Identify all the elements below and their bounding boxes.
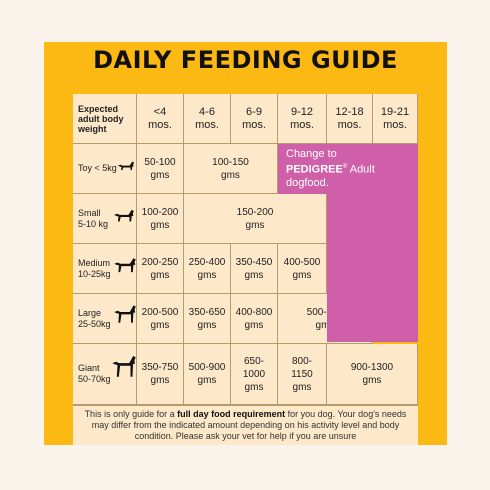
- cell-toy-lt4: 50-100 gms: [137, 144, 184, 194]
- cell-toy-4-9: 100-150 gms: [184, 144, 278, 194]
- change-to-adult-region: [278, 144, 418, 194]
- cell-giant-lt4: 350-750 gms: [137, 344, 184, 405]
- dog-icon: [114, 305, 136, 323]
- age-header-9-12: 9-12 mos.: [278, 94, 327, 144]
- page-title: DAILY FEEDING GUIDE: [93, 46, 398, 74]
- footer-note: This is only guide for a full day food r…: [73, 405, 418, 445]
- age-header-6-9: 6-9 mos.: [231, 94, 278, 144]
- row-label-toy: Toy < 5kg: [73, 144, 137, 194]
- cell-medium-6-9: 350-450 gms: [231, 244, 278, 294]
- cell-small-lt4: 100-200 gms: [137, 194, 184, 244]
- age-header-4-6: 4-6 mos.: [184, 94, 231, 144]
- age-header-lt4: <4 mos.: [137, 94, 184, 144]
- row-label-medium: Medium 10-25kg: [73, 244, 137, 294]
- row-label-small: Small 5-10 kg: [73, 194, 137, 244]
- cell-small-4-12: 150-200 gms: [184, 194, 327, 244]
- dog-icon: [114, 258, 136, 273]
- cell-giant-4-6: 500-900 gms: [184, 344, 231, 405]
- cell-large-4-6: 350-650 gms: [184, 294, 231, 344]
- corner-header: Expected adult body weight: [73, 94, 137, 144]
- cell-giant-6-9: 650- 1000 gms: [231, 344, 278, 405]
- age-header-12-18: 12-18 mos.: [327, 94, 373, 144]
- dog-icon: [112, 355, 136, 377]
- cell-large-lt4: 200-500 gms: [137, 294, 184, 344]
- row-label-large: Large 25-50kg: [73, 294, 137, 344]
- change-to-adult-text: Change to PEDIGREE® Adult dogfood.: [286, 148, 375, 189]
- dog-icon: [114, 209, 134, 222]
- cell-giant-9-12: 800- 1150 gms: [278, 344, 327, 405]
- cell-medium-lt4: 200-250 gms: [137, 244, 184, 294]
- feeding-guide-panel: DAILY FEEDING GUIDE Expected adult body …: [44, 42, 447, 445]
- cell-large-6-9: 400-800 gms: [231, 294, 278, 344]
- dog-icon: [117, 161, 135, 171]
- cell-giant-12-21: 900-1300 gms: [327, 344, 418, 405]
- row-label-giant: Giant 50-70kg: [73, 344, 137, 405]
- age-header-19-21: 19-21 mos.: [373, 94, 418, 144]
- cell-medium-4-6: 250-400 gms: [184, 244, 231, 294]
- cell-medium-9-12: 400-500 gms: [278, 244, 327, 294]
- change-to-adult-region-lower: [327, 194, 418, 342]
